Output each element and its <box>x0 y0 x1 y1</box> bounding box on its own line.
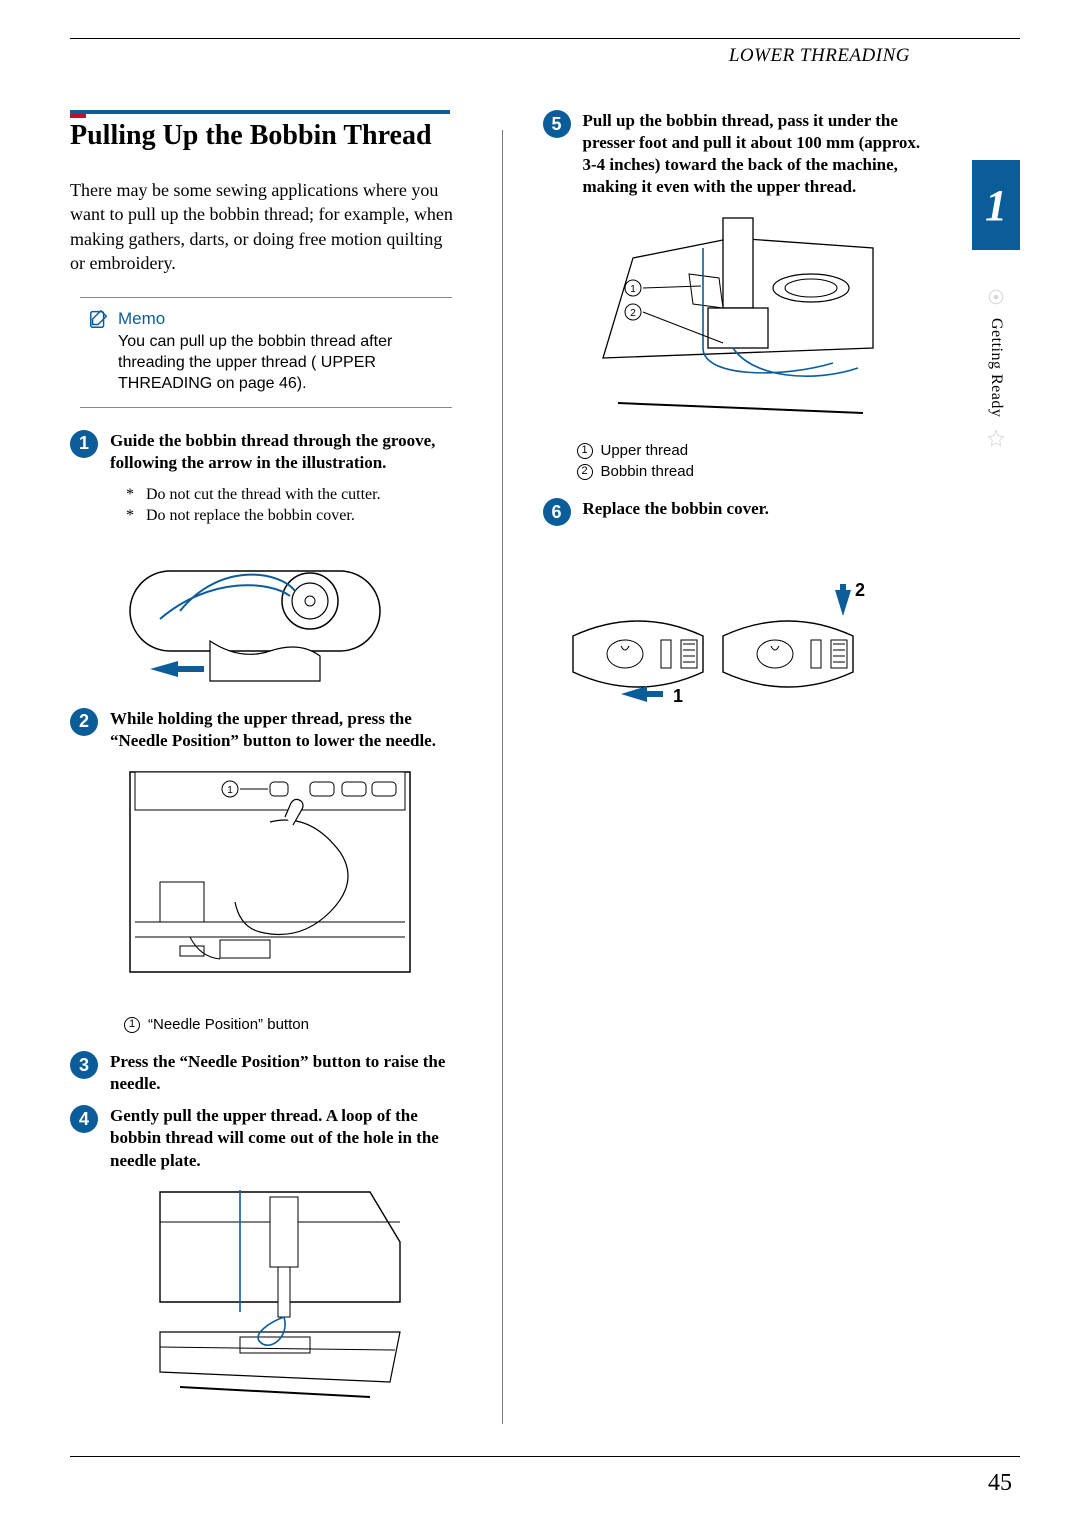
svg-text:1: 1 <box>227 785 233 796</box>
rule-top <box>70 38 1020 39</box>
step-2: 2 While holding the upper thread, press … <box>70 708 462 752</box>
step-text: Guide the bobbin thread through the groo… <box>110 430 462 474</box>
step-1-notes: *Do not cut the thread with the cutter. … <box>126 484 462 527</box>
page: LOWER THREADING Pulling Up the Bobbin Th… <box>0 0 1080 1527</box>
figure-5-callouts: 1Upper thread 2Bobbin thread <box>577 440 935 482</box>
page-number: 45 <box>988 1470 1012 1497</box>
fig6-label-1: 1 <box>673 686 683 706</box>
callout-text: Upper thread <box>601 440 689 461</box>
memo-icon <box>88 308 110 330</box>
memo-label: Memo <box>118 309 165 329</box>
memo-box: Memo You can pull up the bobbin thread a… <box>80 297 452 407</box>
side-tab: 1 Getting Ready <box>972 160 1020 447</box>
figure-step-4 <box>120 1182 462 1402</box>
section-header: LOWER THREADING <box>729 45 910 67</box>
chapter-number-tab: 1 <box>972 160 1020 250</box>
step-number-badge: 6 <box>543 498 571 526</box>
title-box: Pulling Up the Bobbin Thread <box>70 110 450 152</box>
fig6-label-2: 2 <box>855 580 865 600</box>
callout-text: “Needle Position” button <box>148 1014 309 1035</box>
ornament-icon <box>987 429 1005 447</box>
step-number-badge: 4 <box>70 1105 98 1133</box>
step-text: Replace the bobbin cover. <box>583 498 769 526</box>
step-1: 1 Guide the bobbin thread through the gr… <box>70 430 462 474</box>
step-text: Gently pull the upper thread. A loop of … <box>110 1105 462 1171</box>
step-6: 6 Replace the bobbin cover. <box>543 498 935 526</box>
figure-step-5: 1 2 <box>573 208 935 418</box>
figure-step-1 <box>120 541 462 686</box>
page-title: Pulling Up the Bobbin Thread <box>70 120 450 152</box>
ornament-icon <box>987 288 1005 306</box>
figure-step-6: 1 2 <box>553 576 935 716</box>
step-5: 5 Pull up the bobbin thread, pass it und… <box>543 110 935 198</box>
svg-text:2: 2 <box>630 308 636 319</box>
chapter-label: Getting Ready <box>987 288 1005 447</box>
chapter-label-text: Getting Ready <box>987 318 1005 417</box>
figure-2-callouts: 1“Needle Position” button <box>124 1014 462 1035</box>
column-divider <box>502 130 503 1424</box>
svg-text:1: 1 <box>630 284 636 295</box>
memo-body: You can pull up the bobbin thread after … <box>118 332 444 394</box>
content-columns: Pulling Up the Bobbin Thread There may b… <box>70 110 1020 1424</box>
callout-text: Bobbin thread <box>601 461 694 482</box>
memo-head: Memo <box>88 308 444 330</box>
note-text: Do not cut the thread with the cutter. <box>146 484 381 506</box>
figure-step-2: 1 <box>120 762 462 992</box>
step-text: While holding the upper thread, press th… <box>110 708 462 752</box>
left-column: Pulling Up the Bobbin Thread There may b… <box>70 110 462 1424</box>
step-3: 3 Press the “Needle Position” button to … <box>70 1051 462 1095</box>
step-number-badge: 3 <box>70 1051 98 1079</box>
note-text: Do not replace the bobbin cover. <box>146 505 355 527</box>
intro-text: There may be some sewing applications wh… <box>70 178 462 275</box>
step-text: Press the “Needle Position” button to ra… <box>110 1051 462 1095</box>
step-number-badge: 1 <box>70 430 98 458</box>
right-column: 5 Pull up the bobbin thread, pass it und… <box>543 110 1021 1424</box>
step-text: Pull up the bobbin thread, pass it under… <box>583 110 935 198</box>
step-number-badge: 2 <box>70 708 98 736</box>
step-number-badge: 5 <box>543 110 571 138</box>
step-4: 4 Gently pull the upper thread. A loop o… <box>70 1105 462 1171</box>
rule-bottom <box>70 1456 1020 1457</box>
